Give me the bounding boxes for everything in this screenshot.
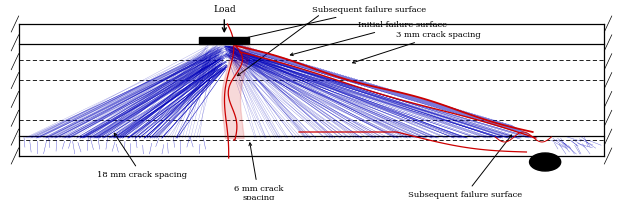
Text: Load: Load xyxy=(213,5,235,14)
Text: Subsequent failure surface: Subsequent failure surface xyxy=(231,6,426,42)
Text: Initial failure surface: Initial failure surface xyxy=(290,21,447,56)
Ellipse shape xyxy=(530,153,561,171)
Text: Subsequent failure surface: Subsequent failure surface xyxy=(408,135,522,199)
Text: 6 mm crack
spacing: 6 mm crack spacing xyxy=(234,143,283,200)
Text: 18 mm crack spacing: 18 mm crack spacing xyxy=(97,133,187,179)
Bar xyxy=(199,37,249,44)
Text: 3 mm crack spacing: 3 mm crack spacing xyxy=(353,31,480,63)
